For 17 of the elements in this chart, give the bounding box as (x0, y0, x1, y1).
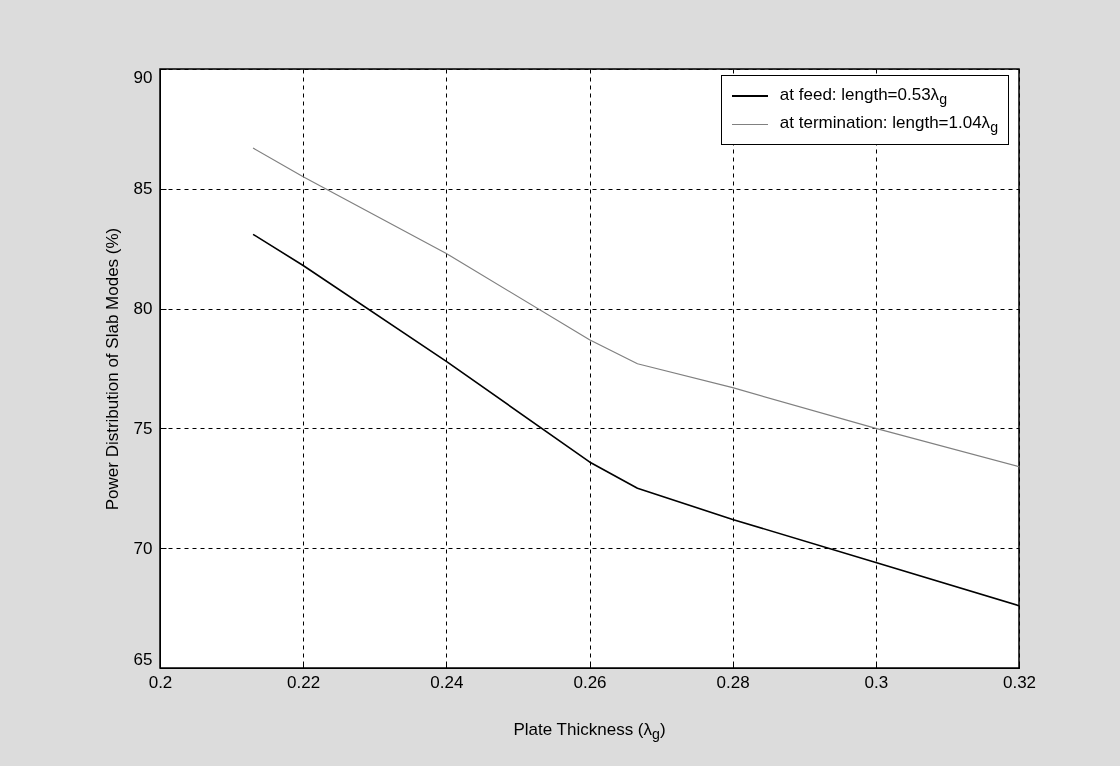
x-tick-label: 0.32 (1002, 672, 1037, 692)
y-tick-label: 70 (133, 538, 153, 558)
legend-label: at feed: length=0.53λ$_{g}$ (779, 84, 947, 108)
x-tick-label: 0.3 (864, 672, 889, 692)
x-tick-label: 0.28 (716, 672, 750, 692)
y-tick-label: 75 (133, 418, 153, 438)
x-tick-label: 0.2 (148, 672, 173, 692)
y-tick-label: 65 (133, 649, 153, 669)
x-tick-label: 0.24 (430, 672, 464, 692)
y-tick-label: 80 (133, 299, 153, 319)
x-tick-label: 0.26 (573, 672, 607, 692)
x-axis-title: Plate Thickness (λ$_{g}$) (512, 720, 667, 743)
y-tick-label: 85 (133, 179, 153, 199)
y-axis-title: Power Distribution of Slab Modes (%) (102, 227, 122, 511)
legend-label: at termination: length=1.04λ$_{g}$ (779, 112, 998, 136)
x-tick-label: 0.22 (287, 672, 321, 692)
y-tick-label: 90 (133, 67, 153, 87)
